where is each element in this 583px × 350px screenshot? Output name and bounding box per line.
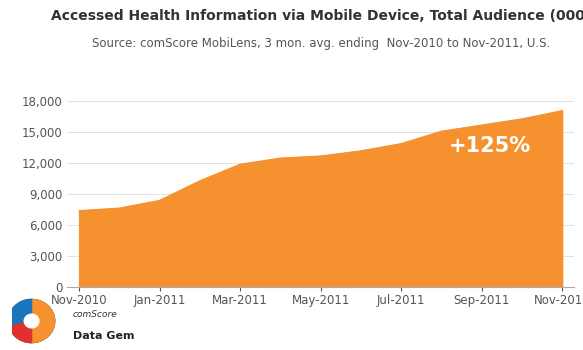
Text: Accessed Health Information via Mobile Device, Total Audience (000): Accessed Health Information via Mobile D… <box>51 9 583 23</box>
Text: Data Gem: Data Gem <box>73 331 134 341</box>
Wedge shape <box>9 300 31 327</box>
Circle shape <box>24 314 39 328</box>
Text: +125%: +125% <box>449 136 531 156</box>
Circle shape <box>9 300 55 343</box>
Text: Source: comScore MobiLens, 3 mon. avg. ending  Nov-2010 to Nov-2011, U.S.: Source: comScore MobiLens, 3 mon. avg. e… <box>92 37 550 50</box>
Text: comScore: comScore <box>73 310 118 319</box>
Wedge shape <box>31 300 55 343</box>
Wedge shape <box>9 321 31 343</box>
